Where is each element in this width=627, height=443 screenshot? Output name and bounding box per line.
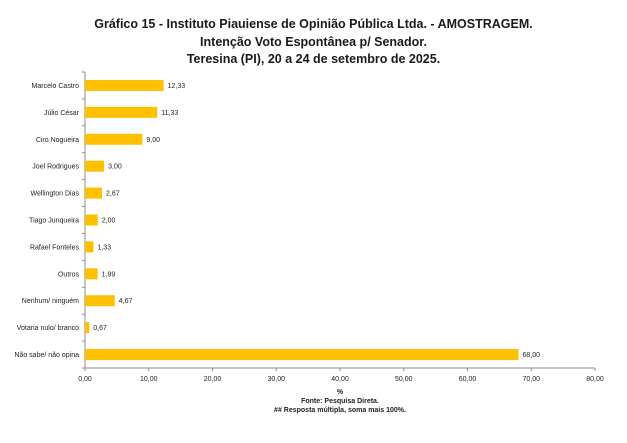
x-tick-label: 80,00 [586, 376, 604, 383]
data-label: 9,00 [146, 137, 160, 144]
data-label: 0,67 [93, 325, 107, 332]
bar [85, 241, 94, 253]
category-label: Tiago Junqueira [29, 218, 79, 225]
category-label: Ciro Nogueira [36, 137, 79, 144]
bar [85, 187, 103, 199]
x-tick-label: 30,00 [267, 376, 285, 383]
category-label: Joel Rodrigues [32, 164, 79, 171]
x-tick-label: 70,00 [522, 376, 540, 383]
chart-date-location: Teresina (PI), 20 a 24 de setembro de 20… [186, 52, 441, 66]
data-label: 68,00 [523, 352, 541, 359]
x-tick-label: 40,00 [331, 376, 349, 383]
chart-subtitle: Intenção Voto Espontânea p/ Senador. [200, 35, 427, 49]
data-label: 1,33 [97, 244, 111, 251]
data-label: 2,67 [106, 191, 120, 198]
category-label: Júlio César [44, 110, 80, 117]
data-label: 1,99 [102, 271, 116, 278]
data-label: 12,33 [168, 83, 186, 90]
bar [85, 106, 158, 118]
source-note: Fonte: Pesquisa Direta. [301, 398, 379, 405]
category-label: Nenhum/ ninguém [22, 298, 79, 305]
x-axis-label: % [336, 389, 344, 396]
bar [85, 214, 98, 226]
category-label: Não sabe/ não opina [14, 352, 79, 359]
bar [85, 295, 115, 307]
x-tick-label: 50,00 [395, 376, 413, 383]
category-label: Rafael Fonteles [30, 244, 80, 251]
category-label: Outros [58, 271, 80, 278]
data-label: 11,33 [161, 110, 178, 117]
bar [85, 133, 143, 145]
category-label: Wellington Dias [30, 191, 79, 198]
category-label: Votaria nulo/ branco [17, 325, 79, 332]
data-label: 3,00 [108, 164, 122, 171]
bar [85, 79, 164, 91]
multiple-response-note: ## Resposta múltipla, soma mais 100%. [274, 407, 406, 414]
data-label: 2,00 [102, 218, 116, 225]
data-label: 4,67 [119, 298, 133, 305]
x-tick-label: 10,00 [140, 376, 158, 383]
bar [85, 349, 519, 361]
bar [85, 322, 90, 334]
category-label: Marcelo Castro [32, 83, 80, 90]
x-tick-label: 0,00 [78, 376, 92, 383]
x-tick-label: 60,00 [459, 376, 477, 383]
bar [85, 268, 98, 280]
x-tick-label: 20,00 [204, 376, 222, 383]
chart-title: Gráfico 15 - Instituto Piauiense de Opin… [94, 17, 533, 31]
bar [85, 160, 105, 172]
